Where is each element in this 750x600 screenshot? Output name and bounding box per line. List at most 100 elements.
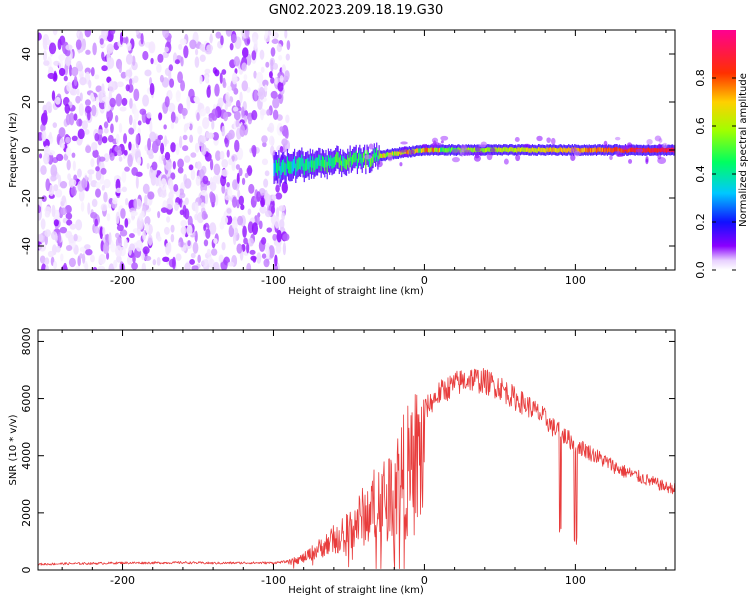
spectrogram-signal-core xyxy=(656,148,658,153)
spectrogram-signal-core xyxy=(533,148,535,153)
spectrogram-noise-cell xyxy=(103,121,109,129)
spectrogram-noise-cell xyxy=(73,113,78,121)
spectrogram-noise-cell xyxy=(244,172,249,179)
spectrogram-signal-core xyxy=(657,148,659,153)
spectrogram-signal-core xyxy=(339,155,342,166)
spectrogram-signal-core xyxy=(593,147,595,153)
spectrogram-noise-cell xyxy=(50,175,57,182)
spectrogram-noise-cell xyxy=(277,81,284,92)
spectrogram-noise-cell xyxy=(242,225,247,238)
spectrogram-noise-cell xyxy=(52,122,58,129)
spectrogram-signal-core xyxy=(431,147,433,152)
spectrogram-noise-cell xyxy=(42,50,48,62)
spectrogram-signal-core xyxy=(327,155,330,166)
spectrogram-signal-core xyxy=(284,162,286,176)
spectrogram-noise-cell xyxy=(133,108,139,122)
spectrogram-noise-cell xyxy=(228,129,235,140)
spectrogram-signal-core xyxy=(600,148,602,153)
spectrogram-signal-core xyxy=(437,148,439,153)
spectrogram-signal-core xyxy=(649,148,651,153)
spectrogram-noise-cell xyxy=(87,169,95,175)
spectrogram-signal-core xyxy=(422,148,424,153)
spectrogram-noise-cell xyxy=(194,142,200,153)
spectrogram-noise-cell xyxy=(38,198,43,207)
spectrogram-noise-cell xyxy=(284,30,288,39)
spectrogram-noise-cell xyxy=(98,254,106,265)
spectrogram-signal-core xyxy=(552,147,554,152)
spectrogram-signal-core xyxy=(588,147,590,152)
spectrogram-signal-core xyxy=(371,156,373,166)
spectrogram-signal-core xyxy=(434,147,436,152)
spectrogram-signal-core xyxy=(290,161,292,174)
spectrogram-noise-cell xyxy=(227,261,235,267)
spectrogram-signal-core xyxy=(505,147,507,152)
spectrogram-noise-cell xyxy=(40,123,46,133)
spectrogram-noise-cell xyxy=(209,191,214,200)
spectrogram-noise-cell xyxy=(278,54,283,61)
spectrogram-noise-cell xyxy=(251,50,257,61)
spectrogram-noise-cell xyxy=(241,177,246,186)
spectrogram-signal-core xyxy=(361,157,363,168)
spectrogram-signal-core xyxy=(351,154,354,165)
spectrogram-noise-cell xyxy=(276,229,282,243)
spectrogram-noise-cell xyxy=(79,76,87,86)
spectrogram-noise-cell xyxy=(185,122,191,128)
spectrogram-noise-cell xyxy=(51,231,58,241)
spectrogram-noise-cell xyxy=(48,42,57,55)
spectrogram-noise-cell xyxy=(186,95,191,107)
spectrogram-noise-cell xyxy=(99,226,104,240)
spectrogram-noise-cell xyxy=(66,159,71,171)
spectrogram-noise-cell xyxy=(203,224,207,232)
spectrogram-noise-cell xyxy=(175,253,182,261)
spectrogram-noise-cell xyxy=(108,80,116,93)
spectrogram-noise-cell xyxy=(279,75,284,83)
spectrogram-faint-cell xyxy=(433,140,437,147)
spectrogram-noise-cell xyxy=(108,232,112,245)
spectrogram-signal-core xyxy=(436,147,438,153)
spectrogram-noise-cell xyxy=(116,81,124,88)
spectrogram-noise-cell xyxy=(223,111,229,122)
spectrogram-noise-cell xyxy=(76,88,80,96)
spectrogram-signal-core xyxy=(504,147,506,152)
spectrogram-noise-cell xyxy=(103,127,109,134)
spectrogram-signal-core xyxy=(429,148,431,153)
spectrogram-noise-cell xyxy=(212,132,219,141)
spectrogram-noise-cell xyxy=(180,226,187,235)
spectrogram-signal-core xyxy=(611,148,613,153)
spectrogram-signal-core xyxy=(531,147,534,152)
spectrogram-signal-core xyxy=(368,158,371,168)
spectrogram-noise-cell xyxy=(110,123,114,134)
spectrogram-noise-cell xyxy=(157,211,161,219)
spectrogram-noise-cell xyxy=(100,203,108,212)
spectrogram-faint-cell xyxy=(475,146,481,152)
spectrogram-noise-cell xyxy=(211,120,215,130)
spectrogram-signal-core xyxy=(665,148,668,153)
spectrogram-signal-core xyxy=(447,148,449,153)
spectrogram-noise-cell xyxy=(184,262,191,270)
spectrogram-noise-cell xyxy=(95,166,100,172)
spectrogram-signal-core xyxy=(578,148,581,153)
spectrogram-noise-cell xyxy=(90,158,95,168)
spectrogram-signal-core xyxy=(512,147,514,153)
spectrogram-noise-cell xyxy=(38,153,43,159)
spectrogram-signal-core xyxy=(286,156,288,169)
spectrogram-signal-core xyxy=(564,148,566,153)
spectrogram-signal-core xyxy=(370,158,372,168)
spectrogram-signal-core xyxy=(303,163,305,175)
spectrogram-noise-cell xyxy=(49,131,53,140)
spectrogram-noise-cell xyxy=(163,124,167,130)
spectrogram-noise-cell xyxy=(150,57,154,65)
spectrogram-signal-core xyxy=(633,147,635,153)
spectrogram-signal-core xyxy=(364,150,366,160)
spectrogram-noise-cell xyxy=(84,99,91,107)
spectrogram-signal-core xyxy=(291,161,293,174)
spectrogram-signal-core xyxy=(580,148,582,153)
spectrogram-noise-cell xyxy=(85,105,92,114)
spectrogram-signal-core xyxy=(481,148,483,153)
spectrogram-noise-cell xyxy=(118,156,123,162)
spectrogram-noise-cell xyxy=(77,128,85,140)
spectrogram-faint-cell xyxy=(515,154,521,162)
spectrogram-faint-cell xyxy=(550,137,556,145)
spectrogram-noise-cell xyxy=(189,134,194,143)
